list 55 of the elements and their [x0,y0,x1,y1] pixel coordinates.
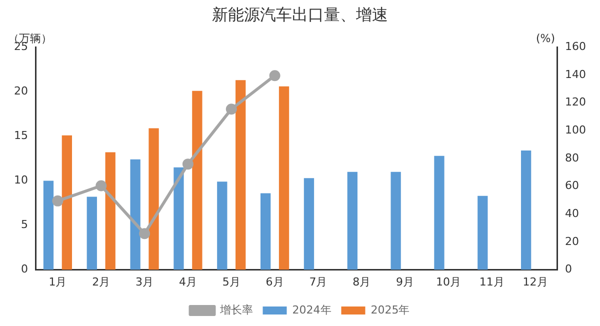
x-tick-label: 7月 [309,275,328,288]
point [226,104,237,115]
legend-label: 2025年 [370,303,410,316]
point [139,228,150,240]
y2-tick-label: 60 [565,179,580,192]
point [182,158,194,170]
y2-tick-label: 0 [565,262,572,276]
y2-tick-label: 20 [565,234,580,248]
y-tick-label: 20 [14,84,28,98]
bar [278,86,290,270]
bar [390,172,401,270]
chart-title: 新能源汽车出口量、增速 [212,4,388,24]
bar [105,152,116,270]
bar [347,172,358,270]
bar [43,180,54,270]
point [269,70,280,82]
x-tick-label: 12月 [522,275,548,288]
bar [304,178,314,270]
bar [520,150,532,270]
x-tick-label: 6月 [266,275,284,288]
y2-axis-title: (%) [536,32,556,46]
legend-label: 增长率 [218,303,253,316]
bar [434,156,444,270]
x-tick-label: 1月 [48,275,67,288]
x-tick-label: 8月 [352,275,371,288]
x-tick-label: 9月 [396,275,414,288]
x-tick-label: 4月 [178,275,197,288]
x-tick-label: 11月 [479,275,504,288]
y-tick-label: 0 [20,262,28,276]
point [52,195,64,206]
bar [86,196,97,270]
x-tick-label: 2月 [92,275,110,288]
y2-tick-label: 80 [565,151,580,164]
bar [192,90,202,270]
y2-tick-label: 100 [565,124,586,137]
legend-label: 2024年 [292,303,332,316]
bar [130,159,140,270]
y-tick-label: 5 [20,218,28,232]
bar [217,182,228,270]
y2-tick-label: 40 [565,207,580,220]
y-tick-label: 10 [14,174,28,187]
bar [236,80,246,270]
bar [478,196,488,270]
bar [260,193,271,270]
bar [174,167,184,270]
y2-tick-label: 120 [565,96,586,109]
y-tick-label: 15 [14,129,28,142]
x-tick-label: 5月 [222,275,240,288]
point [96,180,107,192]
y2-tick-label: 160 [565,40,586,54]
bar [62,135,72,270]
bar [148,128,159,270]
x-tick-label: 10月 [436,275,461,288]
y2-tick-label: 140 [565,68,586,81]
x-tick-label: 3月 [136,275,154,288]
